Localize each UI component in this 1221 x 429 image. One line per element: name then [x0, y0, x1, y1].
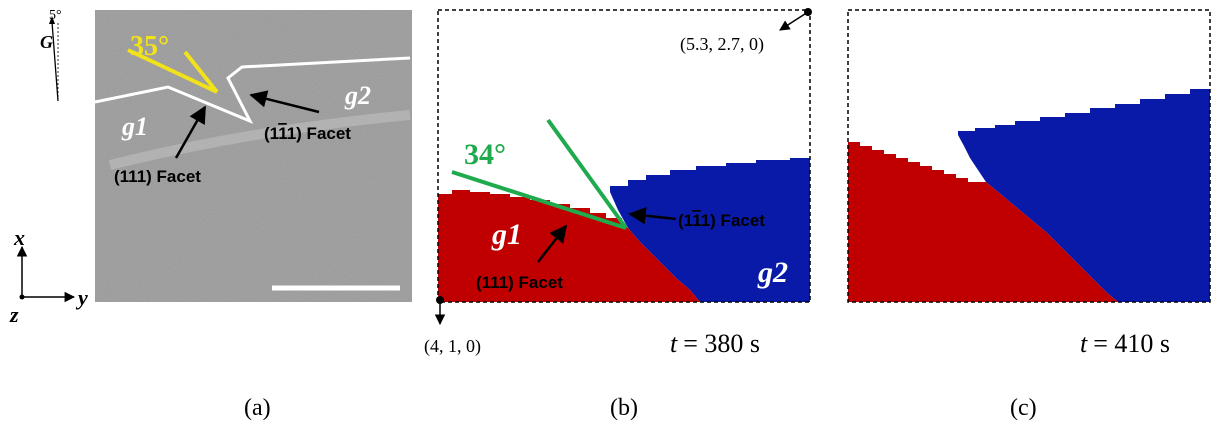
angle-line-b1: [451, 170, 627, 230]
dashed-frame-b: [437, 9, 811, 303]
grain2-region-b: [610, 158, 810, 302]
grain1-region-c: [848, 142, 1118, 302]
gravity-angle-label: 5°: [49, 8, 62, 23]
arrow-1bar11-facet-a: [249, 90, 320, 114]
grain1-label-b: g1: [491, 218, 522, 251]
facet-1bar11-label-b: (111) Facet: [678, 211, 765, 230]
grain-boundary-a: [94, 56, 411, 124]
z-axis-label: z: [9, 302, 19, 327]
coord-bottom-left: (4, 1, 0): [424, 336, 481, 357]
panel-c: t = 410 s (c): [847, 9, 1211, 421]
grain1-label-a: g1: [121, 112, 148, 141]
arrow-1bar11-facet-b: [628, 207, 677, 225]
time-label-b: t = 380 s: [670, 329, 760, 358]
grain2-label-b: g2: [757, 256, 788, 289]
facet-111-label-b: (111) Facet: [476, 273, 563, 292]
angle-label-a: 35°: [130, 31, 169, 62]
angle-label-b: 34°: [464, 138, 506, 171]
arrow-111-facet-b: [537, 224, 568, 263]
panel-b: 34° g1 g2 (111) Facet (111) Facet (5.3, …: [424, 8, 812, 421]
gravity-label: G: [40, 32, 53, 52]
time-label-c: t = 410 s: [1080, 329, 1170, 358]
coordinate-axes: x y z: [9, 225, 88, 327]
corner-arrow-top-right: [779, 11, 809, 31]
gravity-indicator: G 5°: [40, 8, 62, 102]
grain2-region-c: [958, 89, 1210, 302]
angle-line-a1: [127, 48, 218, 94]
caption-a: (a): [244, 395, 271, 421]
gravity-arrow: [51, 21, 59, 102]
x-axis-label: x: [13, 225, 25, 250]
caption-c: (c): [1010, 395, 1037, 421]
facet-1bar11-label-a: (111) Facet: [264, 124, 351, 143]
dashed-frame-c: [847, 9, 1211, 303]
angle-line-a2: [183, 50, 219, 94]
coord-top-right: (5.3, 2.7, 0): [680, 34, 764, 55]
facet-111-label-a: (111) Facet: [114, 167, 201, 186]
arrow-111-facet-a: [174, 105, 207, 159]
panel-a: 35° g1 g2 (111) Facet (111) Facet (a): [94, 10, 412, 421]
grain1-region-b: [438, 190, 700, 302]
caption-b: (b): [610, 395, 638, 421]
angle-line-b2: [546, 118, 628, 230]
z-axis-dot: [19, 294, 25, 300]
grain2-label-a: g2: [344, 81, 371, 110]
y-axis-label: y: [75, 285, 88, 310]
